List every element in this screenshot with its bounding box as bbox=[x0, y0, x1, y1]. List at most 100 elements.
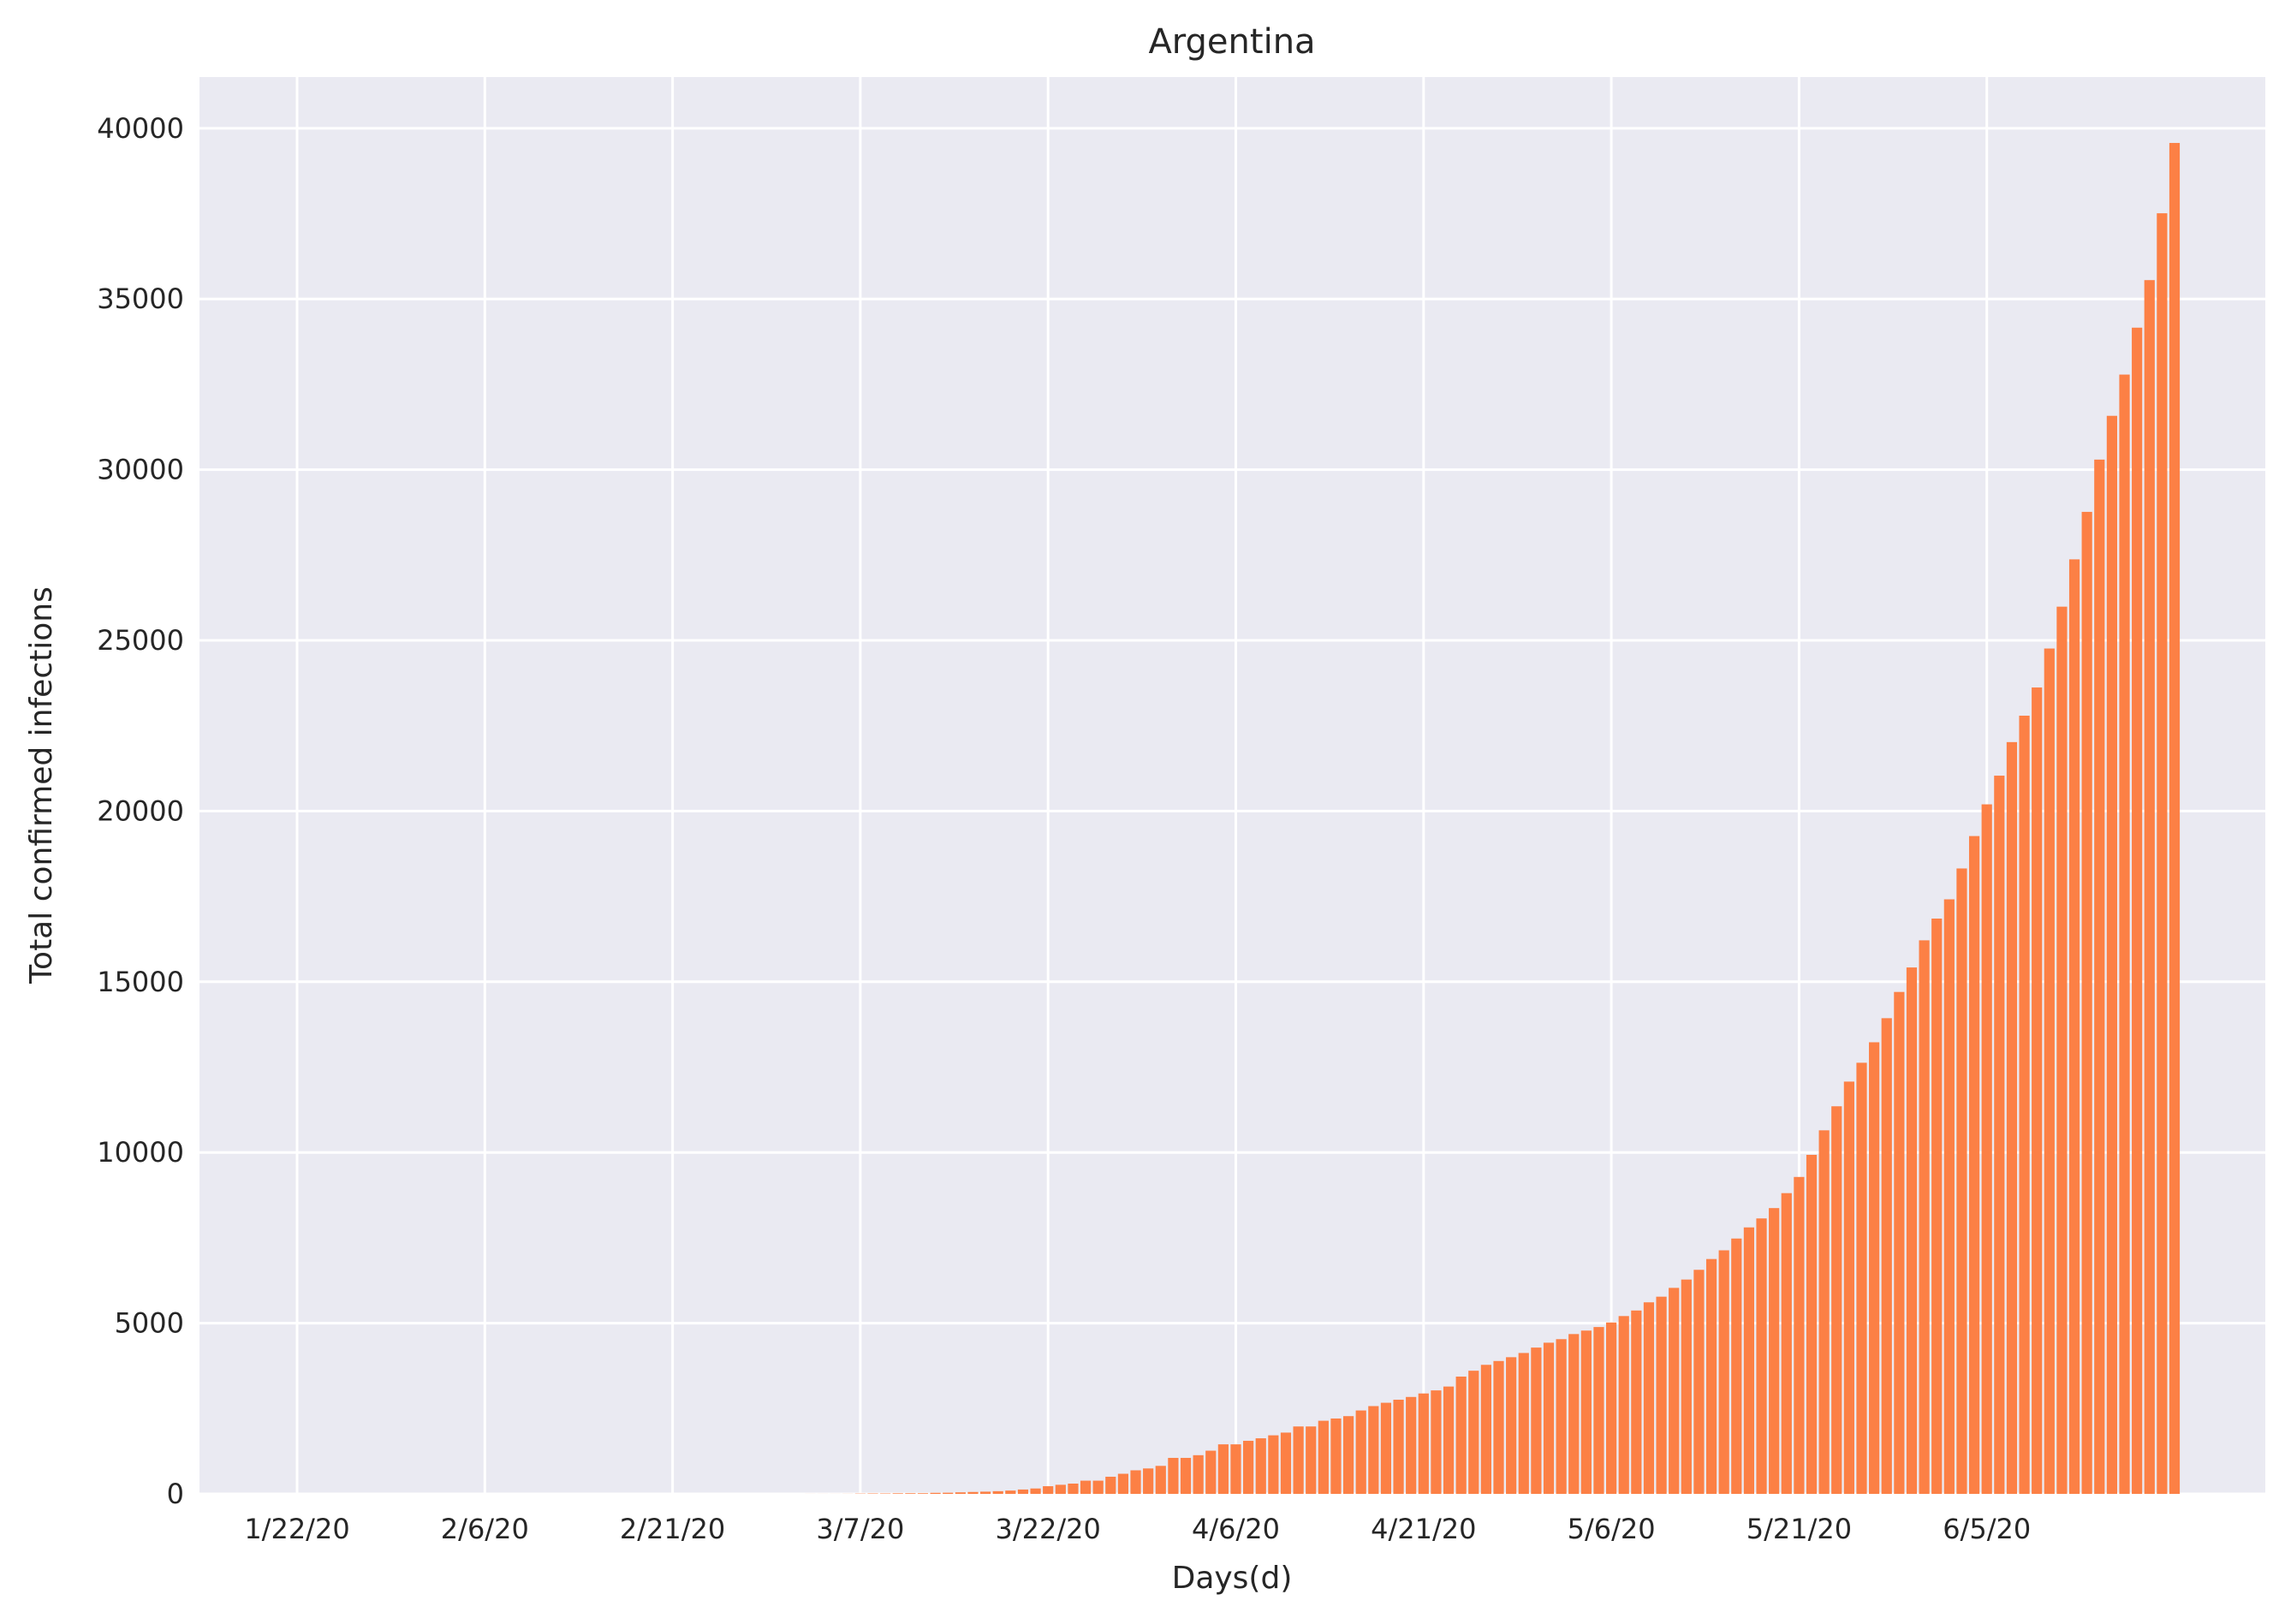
bar bbox=[992, 1490, 1003, 1494]
bar bbox=[1806, 1154, 1818, 1494]
y-tick-label: 15000 bbox=[97, 966, 184, 998]
bar bbox=[2081, 511, 2092, 1495]
bar bbox=[1243, 1441, 1254, 1494]
bar bbox=[2106, 415, 2117, 1495]
bar bbox=[905, 1493, 916, 1494]
bar bbox=[1355, 1410, 1366, 1494]
bar bbox=[955, 1492, 966, 1494]
bar bbox=[980, 1491, 991, 1494]
bar bbox=[1293, 1426, 1304, 1494]
bar bbox=[1656, 1296, 1667, 1494]
bar bbox=[1794, 1176, 1805, 1494]
x-tick-label: 2/6/20 bbox=[441, 1513, 529, 1545]
bar bbox=[1193, 1454, 1204, 1494]
bar bbox=[1681, 1279, 1692, 1494]
x-tick-label: 1/22/20 bbox=[244, 1513, 349, 1545]
bar bbox=[1155, 1466, 1166, 1494]
x-axis-label: Days(d) bbox=[1172, 1561, 1293, 1596]
y-axis-ticks: 0 5000 10000 15000 20000 25000 30000 35000 40000 bbox=[97, 112, 184, 1510]
bar bbox=[2119, 374, 2130, 1494]
y-tick-label: 30000 bbox=[97, 454, 184, 486]
bar bbox=[943, 1492, 954, 1494]
bar bbox=[1180, 1457, 1192, 1494]
bar bbox=[1568, 1334, 1580, 1494]
bar bbox=[1342, 1416, 1354, 1494]
bar bbox=[1994, 776, 2005, 1494]
bar bbox=[1092, 1480, 1104, 1494]
bar bbox=[1631, 1310, 1642, 1494]
y-tick-label: 20000 bbox=[97, 794, 184, 827]
x-axis-ticks: 1/22/20 2/6/20 2/21/20 3/7/20 3/22/20 4/6/20 4… bbox=[244, 1513, 2031, 1545]
bar bbox=[1468, 1371, 1479, 1494]
bar bbox=[2032, 687, 2043, 1494]
bar bbox=[1130, 1470, 1141, 1494]
bar bbox=[1055, 1484, 1066, 1494]
bar bbox=[1943, 899, 1955, 1494]
bar bbox=[1043, 1486, 1054, 1494]
bar bbox=[930, 1492, 941, 1494]
bar bbox=[1743, 1227, 1755, 1494]
bar bbox=[1781, 1193, 1792, 1494]
bar bbox=[1818, 1130, 1830, 1494]
bar bbox=[1518, 1353, 1529, 1494]
bar bbox=[1268, 1435, 1279, 1494]
bar bbox=[1117, 1473, 1129, 1494]
y-axis-label: Total confirmed infections bbox=[24, 586, 59, 985]
bar bbox=[1881, 1018, 1892, 1494]
x-tick-label: 5/21/20 bbox=[1746, 1513, 1852, 1545]
x-tick-label: 3/22/20 bbox=[996, 1513, 1101, 1545]
y-tick-label: 35000 bbox=[97, 283, 184, 315]
bar bbox=[1330, 1418, 1342, 1494]
x-tick-label: 2/21/20 bbox=[620, 1513, 725, 1545]
x-tick-label: 4/6/20 bbox=[1192, 1513, 1280, 1545]
bar bbox=[1255, 1438, 1266, 1494]
bar bbox=[1906, 967, 1918, 1494]
bar bbox=[1493, 1360, 1504, 1494]
bar bbox=[1919, 940, 1930, 1494]
bar bbox=[2169, 142, 2181, 1495]
bar bbox=[1105, 1476, 1116, 1494]
bar bbox=[1005, 1490, 1016, 1494]
y-tick-label: 25000 bbox=[97, 624, 184, 657]
bar bbox=[1618, 1316, 1629, 1494]
bar bbox=[1669, 1288, 1680, 1494]
bar bbox=[1205, 1450, 1217, 1494]
bar bbox=[2132, 327, 2143, 1494]
bars bbox=[805, 142, 2181, 1495]
bar bbox=[1506, 1357, 1517, 1494]
bar bbox=[1230, 1444, 1241, 1494]
bar bbox=[1705, 1258, 1717, 1494]
bar bbox=[1593, 1327, 1604, 1494]
bar bbox=[1543, 1342, 1555, 1494]
bar bbox=[1606, 1322, 1617, 1494]
bar bbox=[1306, 1426, 1317, 1494]
bar bbox=[967, 1491, 979, 1494]
bar bbox=[2068, 559, 2080, 1494]
x-tick-label: 4/21/20 bbox=[1371, 1513, 1476, 1545]
y-tick-label: 10000 bbox=[97, 1136, 184, 1169]
plot-background bbox=[199, 77, 2265, 1494]
bar bbox=[2044, 648, 2055, 1494]
bar bbox=[2019, 715, 2030, 1494]
bar bbox=[1406, 1396, 1417, 1494]
bar bbox=[1831, 1106, 1842, 1494]
y-tick-label: 40000 bbox=[97, 112, 184, 145]
bar bbox=[2006, 741, 2018, 1494]
bar bbox=[2157, 213, 2168, 1494]
bar bbox=[1017, 1489, 1029, 1494]
bar bbox=[1393, 1400, 1404, 1494]
bar bbox=[1693, 1270, 1705, 1494]
bar bbox=[1580, 1330, 1592, 1494]
bar bbox=[1756, 1218, 1767, 1494]
bar bbox=[917, 1493, 929, 1494]
bar bbox=[1380, 1402, 1392, 1494]
bar bbox=[1443, 1386, 1455, 1494]
bar bbox=[892, 1493, 903, 1494]
bar bbox=[1769, 1208, 1780, 1494]
bar bbox=[1168, 1457, 1179, 1494]
bar bbox=[1217, 1444, 1229, 1494]
bar bbox=[1455, 1377, 1467, 1494]
bar bbox=[1030, 1488, 1041, 1494]
bar bbox=[1843, 1081, 1854, 1494]
